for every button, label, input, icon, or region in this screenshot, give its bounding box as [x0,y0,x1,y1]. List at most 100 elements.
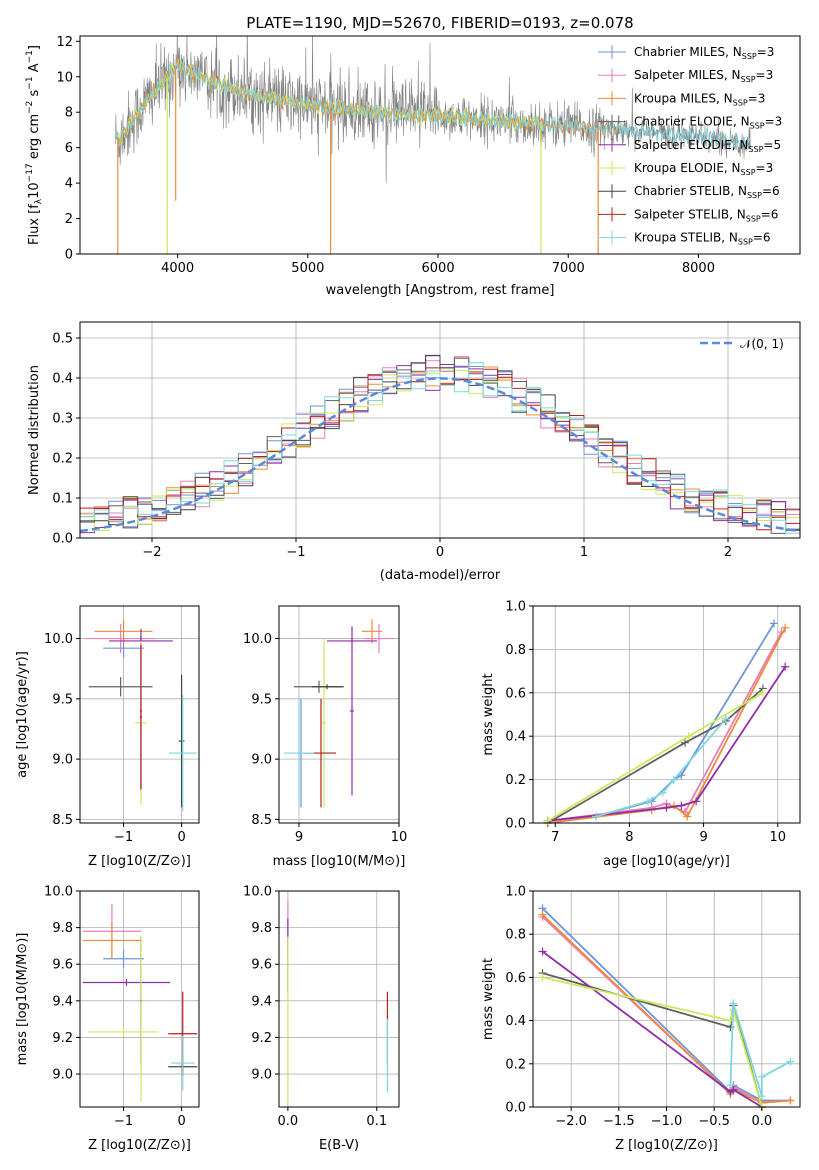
axes: 4000 5000 6000 7000 8000 0 2 4 6 8 10 12 wavelength … [25,35,801,298]
x-tick-label: 8000 [682,261,715,276]
y-tick-label: 0 [65,248,73,263]
gaussian-curve [79,377,801,533]
x-tick-label: 0 [436,545,444,560]
weight-marker [757,1092,766,1101]
x-tick-label: 7000 [552,261,585,276]
weight-series [543,628,786,825]
data-point [178,674,185,808]
x-tick-label: 8 [625,830,633,845]
data-point [82,978,170,987]
axes: 0.0 0.1 9.0 9.2 9.4 9.6 9.8 10.0 E(B-V) [243,885,400,1153]
panel-mass-vs-ebv: 0.0 0.1 9.0 9.2 9.4 9.6 9.8 10.0 E(B-V) [243,885,400,1153]
x-axis-label: Z [log10(Z/Z⊙)] [615,1138,718,1153]
weight-marker [726,1081,735,1090]
weight-marker [669,775,678,784]
legend: Chabrier MILES, NSSP=3 Salpeter MILES, NS… [598,45,782,247]
y-tick-label: 10 [56,70,73,85]
y-axis-label: mass [log10(M/M⊙)] [15,933,30,1066]
weight-marker [757,1072,766,1081]
x-axis-label: Z [log10(Z/Z⊙)] [88,1138,191,1153]
weight-marker [643,797,652,806]
x-tick-label: −0.5 [698,1114,730,1129]
y-tick-label: 0.0 [505,817,526,832]
y-tick-label: 8.5 [52,813,73,828]
weight-series [726,999,795,1101]
residual-histogram [80,354,800,531]
axes: −2 −1 0 1 2 0.0 0.1 0.2 0.3 0.4 0.5 𝒩(0, 1) (data-mo… [27,321,801,583]
weight-marker [677,801,686,810]
weight-line [547,627,786,824]
y-tick-label: 2 [65,212,73,227]
weight-marker [683,812,692,821]
y-tick-label: 1.0 [505,885,526,900]
grid-lines [80,890,199,1107]
weight-marker [729,999,738,1008]
y-tick-label: 9.0 [251,753,272,768]
weight-line [542,972,763,1108]
grid-lines [533,605,800,824]
axes: −2.0 −1.5 −1.0 −0.5 0.0 0.0 0.2 0.4 0.6 0.8 1.0 Z [… [481,885,801,1153]
y-tick-label: 9.0 [251,1068,272,1083]
weight-marker [786,1096,795,1105]
data-point [364,624,394,654]
weight-marker [543,816,552,825]
y-tick-label: 0.8 [505,643,526,658]
x-axis-label: mass [log10(M/M⊙)] [273,854,406,869]
y-tick-label: 0.3 [52,412,73,427]
axes-frame [278,890,400,1108]
legend-entry: Salpeter STELIB, NSSP=6 [634,207,778,223]
x-tick-label: 6000 [422,261,455,276]
x-tick-label: 10 [769,830,786,845]
data-point [362,619,382,644]
weight-marker [692,797,701,806]
y-axis-label: Normed distribution [27,365,42,495]
x-tick-label: −1 [114,830,133,845]
data-point [139,936,143,1102]
weight-line [595,622,775,818]
data-point [284,698,314,808]
x-axis-label: age [log10(age/yr)] [603,854,730,869]
weight-line [541,950,763,1108]
weight-marker [721,714,730,723]
data-point [88,677,153,697]
y-tick-label: 0.4 [52,372,73,387]
weight-marker [592,812,601,821]
y-tick-label: 0.6 [505,971,526,986]
data-point [139,644,143,790]
legend-entry: 𝒩(0, 1) [740,337,784,351]
weight-marker [662,803,671,812]
y-tick-label: 0.2 [52,452,73,467]
weight-marker [781,662,790,671]
y-tick-label: 9.0 [52,753,73,768]
axes-frame [278,605,400,824]
y-tick-label: 9.8 [251,921,272,936]
x-tick-label: 0.0 [752,1114,773,1129]
weight-marker [786,1057,795,1066]
weight-marker [770,619,779,628]
data-point [94,619,153,644]
x-tick-label: −2.0 [555,1114,587,1129]
y-axis-label: mass weight [481,958,496,1040]
y-tick-label: 0.0 [52,532,73,547]
legend-entry: Chabrier STELIB, NSSP=6 [634,184,780,200]
y-tick-label: 10.0 [44,885,73,900]
y-tick-label: 0.2 [505,773,526,788]
x-tick-label: −1.5 [603,1114,635,1129]
model-spectrum-line [114,60,751,151]
plot-area [114,36,751,254]
y-axis-label: mass weight [481,673,496,755]
weight-marker [684,732,693,741]
axes-frame [79,890,200,1108]
plot-area [85,619,197,811]
y-tick-label: 10.0 [243,885,272,900]
axes-frame [79,605,200,824]
weight-series [543,688,767,825]
chart-title: PLATE=1190, MJD=52670, FIBERID=0193, z=0… [246,14,633,32]
weight-marker [538,973,547,982]
y-tick-label: 9.6 [251,958,272,973]
axes: 7 8 9 10 0.0 0.2 0.4 0.6 0.8 1.0 age [log10(age/yr… [481,600,801,869]
data-point [312,684,342,690]
plot-area [538,904,795,1111]
plot-area [543,619,790,827]
y-tick-label: 0.4 [505,1014,526,1029]
